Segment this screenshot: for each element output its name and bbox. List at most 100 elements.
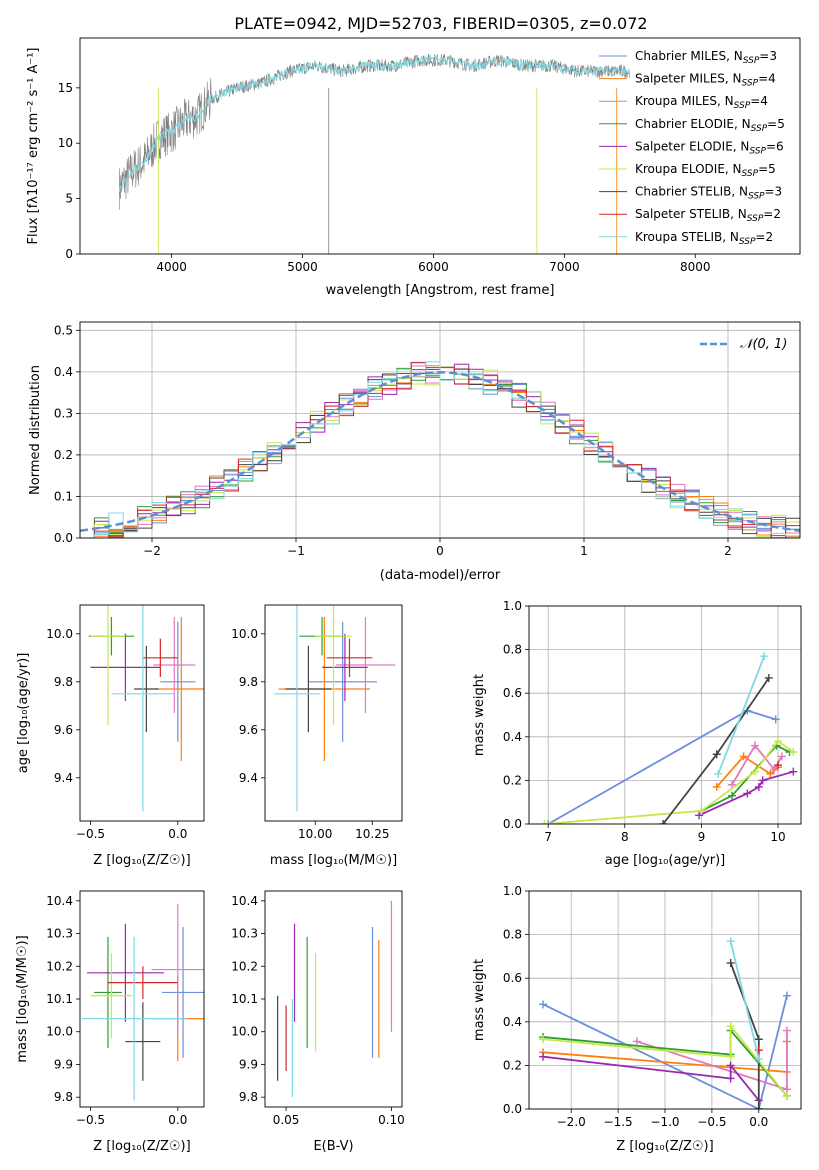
age-weight-frame <box>528 605 802 825</box>
age-weight-point-marker <box>758 776 767 785</box>
z-weight-point-marker <box>726 1061 735 1070</box>
age-weight-axes: 7 8 9 10 0.0 0.2 0.4 0.6 0.8 1.0 <box>503 599 801 844</box>
spectrum-axes: 4000 5000 6000 7000 8000 0 5 10 15 <box>58 81 711 274</box>
mass-age-ytick-label: 9.8 <box>239 675 258 689</box>
histogram-xtick-label: 0 <box>436 544 444 558</box>
figure-title: PLATE=0942, MJD=52703, FIBERID=0305, z=0… <box>234 14 647 33</box>
age-weight-point-marker <box>751 767 760 776</box>
age-weight-point-marker <box>754 782 763 791</box>
mass-age-xtick-label: 10.25 <box>355 827 389 841</box>
age-weight-series-line <box>717 655 766 775</box>
z-weight-series-line <box>542 1055 760 1101</box>
mass-age-ytick-label: 9.6 <box>239 723 258 737</box>
age-weight-series-line <box>700 744 790 812</box>
spectrum-legend: Chabrier MILES, NSSP=3 Salpeter MILES, NS… <box>599 49 785 247</box>
legend-entry-label: Kroupa STELIB, NSSP=2 <box>635 230 773 247</box>
ebv-mass-ytick-label: 9.8 <box>239 1090 258 1104</box>
spectrum-xtick-label: 7000 <box>549 260 580 274</box>
z-weight-xtick-label: −0.5 <box>697 1115 726 1129</box>
z-age-ytick-label: 9.6 <box>54 723 73 737</box>
spectrum-xtick-label: 4000 <box>156 260 187 274</box>
ebv-mass-ytick-label: 10.0 <box>231 1025 258 1039</box>
z-weight-point-marker <box>726 1022 735 1031</box>
mass-age-axes: 10.00 10.25 9.4 9.6 9.8 10.0 <box>231 627 389 841</box>
mass-age-xtick-label: 10.00 <box>298 827 332 841</box>
spectrum-xtick-label: 5000 <box>287 260 318 274</box>
z-weight-xtick-label: −2.0 <box>557 1115 586 1129</box>
age-weight-xtick-label: 9 <box>698 830 706 844</box>
age-weight-point-marker <box>712 750 721 759</box>
z-age-ytick-label: 9.8 <box>54 675 73 689</box>
age-weight-ytick-label: 0.2 <box>503 773 522 787</box>
z-age-xtick-label: 0.0 <box>168 827 187 841</box>
histogram-ytick-label: 0.3 <box>54 406 73 420</box>
z-weight-point-marker <box>726 1074 735 1083</box>
z-weight-ylabel: mass weight <box>472 959 487 1041</box>
age-weight-point-marker <box>789 748 798 757</box>
z-weight-point-marker <box>539 1000 548 1009</box>
z-age-ylabel: age [log₁₀(age/yr)] <box>16 653 31 774</box>
histogram-ytick-label: 0.1 <box>54 489 73 503</box>
legend-entry-label: Salpeter MILES, NSSP=4 <box>635 72 776 89</box>
mass-age-xlabel: mass [log₁₀(M/M☉)] <box>270 853 397 868</box>
age-weight-point-marker <box>739 752 748 761</box>
z-weight-point-marker <box>632 1037 641 1046</box>
spectrum-ytick-label: 10 <box>58 136 73 150</box>
spectrum-model-line <box>118 53 630 193</box>
z-mass-ytick-label: 10.4 <box>46 894 73 908</box>
age-weight-point-marker <box>544 820 553 824</box>
z-weight-point-marker <box>539 1035 548 1044</box>
histogram-series-step <box>80 361 800 538</box>
ebv-mass-ytick-label: 10.2 <box>231 959 258 973</box>
z-mass-ytick-label: 10.0 <box>46 1025 73 1039</box>
z-weight-point-marker <box>782 1026 791 1035</box>
legend-entry-label: Chabrier MILES, NSSP=3 <box>635 49 777 66</box>
spectrum-xtick-label: 8000 <box>680 260 711 274</box>
z-weight-ytick-label: 0.6 <box>503 971 522 985</box>
z-mass-frame <box>79 890 205 1108</box>
histogram-xtick-label: 1 <box>580 544 588 558</box>
histogram-ylabel: Normed distribution <box>28 365 43 495</box>
z-weight-axes: −2.0 −1.5 −1.0 −0.5 0.0 0.0 0.2 0.4 0.6 0.8 1.0 <box>503 884 801 1129</box>
age-weight-ytick-label: 0.4 <box>503 730 522 744</box>
spectrum-xlabel: wavelength [Angstrom, rest frame] <box>326 283 555 298</box>
histogram-xtick-label: 2 <box>724 544 732 558</box>
spectrum-xtick-label: 6000 <box>418 260 449 274</box>
mass-age-ytick-label: 9.4 <box>239 771 258 785</box>
z-weight-frame <box>528 890 802 1110</box>
z-weight-xtick-label: −1.5 <box>604 1115 633 1129</box>
z-mass-ytick-label: 10.3 <box>46 927 73 941</box>
age-weight-point-marker <box>777 752 786 761</box>
ebv-mass-ytick-label: 9.9 <box>239 1057 258 1071</box>
mass-age-ytick-label: 10.0 <box>231 627 258 641</box>
histogram-xlabel: (data-model)/error <box>380 568 501 583</box>
histogram-normal-curve <box>80 371 800 532</box>
age-weight-ytick-label: 0.0 <box>503 817 522 831</box>
z-weight-xlabel: Z [log₁₀(Z/Z☉)] <box>616 1139 713 1154</box>
age-weight-point-marker <box>751 741 760 750</box>
z-weight-ytick-label: 1.0 <box>503 884 522 898</box>
ebv-mass-ytick-label: 10.1 <box>231 992 258 1006</box>
z-age-axes: −0.5 0.0 9.4 9.6 9.8 10.0 <box>46 627 187 841</box>
age-weight-point-marker <box>771 715 780 724</box>
legend-entry-label: Chabrier ELODIE, NSSP=5 <box>635 117 785 134</box>
z-weight-xtick-label: −1.0 <box>650 1115 679 1129</box>
age-weight-point-marker <box>774 761 783 770</box>
z-weight-ytick-label: 0.2 <box>503 1058 522 1072</box>
age-weight-point-marker <box>697 806 706 815</box>
z-weight-point-marker <box>754 1054 763 1063</box>
histogram-frame <box>79 321 801 539</box>
legend-entry-label: Kroupa ELODIE, NSSP=5 <box>635 162 776 179</box>
spectrum-ytick-label: 5 <box>65 192 73 206</box>
age-weight-point-marker <box>712 782 721 791</box>
ebv-mass-xtick-label: 0.05 <box>273 1113 300 1127</box>
z-mass-ytick-label: 10.1 <box>46 992 73 1006</box>
z-weight-series-line <box>729 940 760 1060</box>
ebv-mass-ytick-label: 10.4 <box>231 894 258 908</box>
z-weight-point-marker <box>726 958 735 967</box>
age-weight-xtick-label: 10 <box>770 830 785 844</box>
age-weight-ytick-label: 1.0 <box>503 599 522 613</box>
